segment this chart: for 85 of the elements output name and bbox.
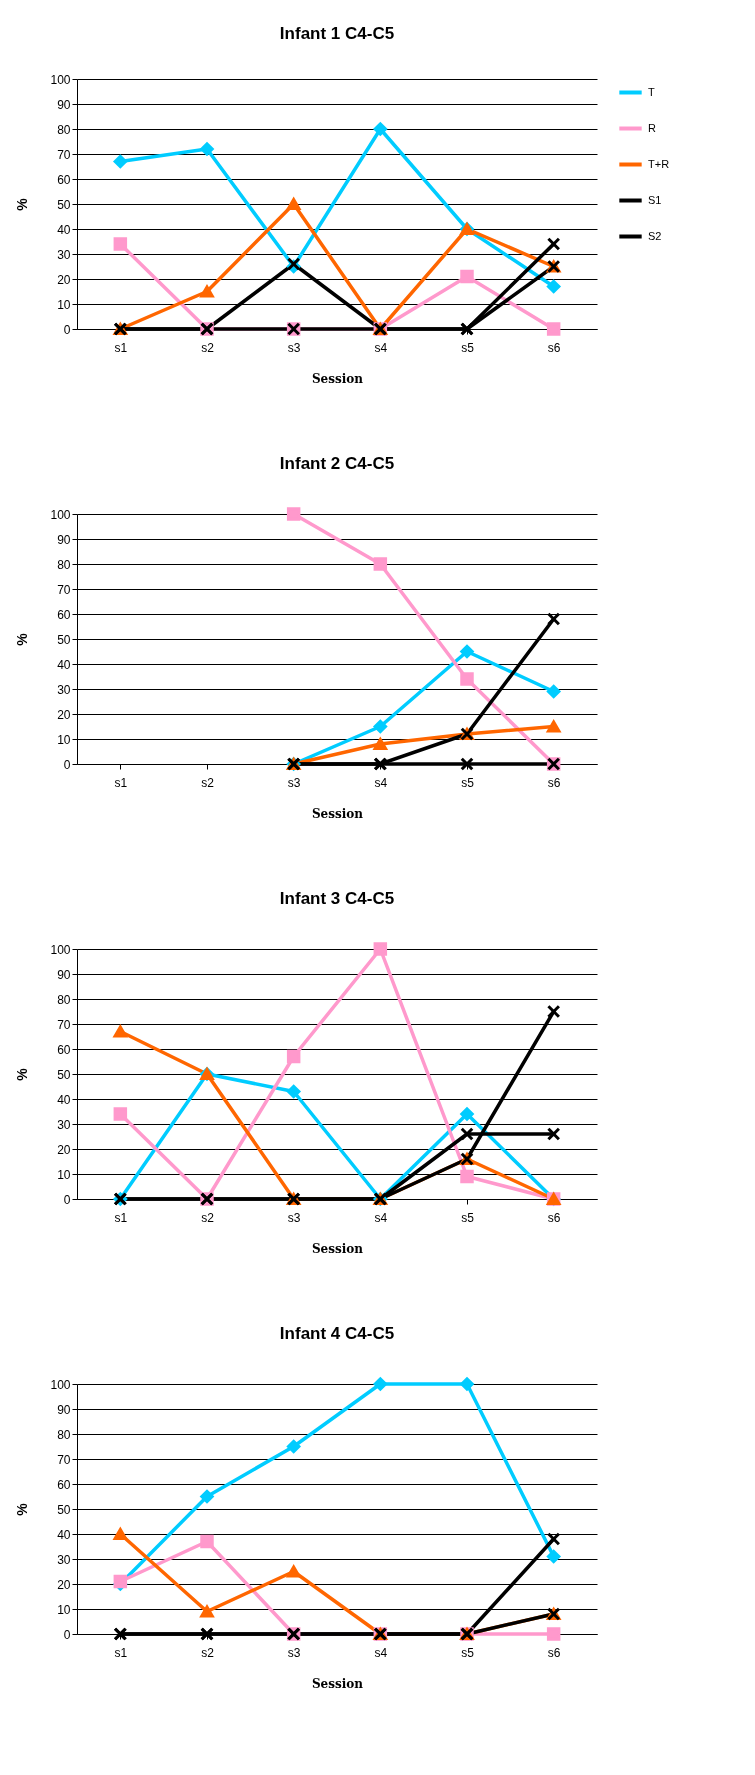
y-tick-label: 50 (57, 197, 71, 212)
y-tick-label: 60 (57, 1477, 71, 1492)
y-tick-label: 70 (57, 147, 71, 162)
y-tick-label: 20 (57, 1142, 71, 1157)
y-tick-label: 40 (57, 222, 71, 237)
y-tick-label: 90 (57, 967, 71, 982)
legend-label: T+R (648, 157, 670, 170)
x-tick-label: s4 (374, 1210, 388, 1225)
x-tick-label: s5 (461, 1645, 475, 1660)
x-tick-label: s2 (201, 340, 215, 355)
x-tick-label: s3 (287, 340, 301, 355)
x-axis-title: Session (311, 371, 364, 386)
x-tick-label: s1 (114, 340, 128, 355)
chart-title: Infant 1 C4-C5 (279, 24, 395, 43)
x-tick-label: s1 (114, 775, 128, 790)
legend-label: S1 (648, 193, 662, 206)
y-tick-label: 0 (63, 1627, 71, 1642)
y-tick-label: 100 (50, 507, 71, 522)
y-axis-title: % (14, 197, 31, 211)
x-tick-label: s3 (287, 1645, 301, 1660)
y-tick-label: 60 (57, 172, 71, 187)
y-tick-label: 10 (57, 732, 71, 747)
y-tick-label: 70 (57, 1017, 71, 1032)
x-tick-label: s6 (547, 340, 561, 355)
legend-label: S2 (648, 229, 662, 242)
y-tick-label: 0 (63, 1192, 71, 1207)
x-tick-label: s5 (461, 1210, 475, 1225)
x-tick-label: s6 (547, 775, 561, 790)
y-tick-label: 60 (57, 1042, 71, 1057)
x-tick-label: s4 (374, 1645, 388, 1660)
x-tick-label: s1 (114, 1645, 128, 1660)
y-tick-label: 30 (57, 1552, 71, 1567)
y-tick-label: 80 (57, 1427, 71, 1442)
y-tick-label: 30 (57, 682, 71, 697)
y-tick-label: 0 (63, 757, 71, 772)
y-tick-label: 30 (57, 1117, 71, 1132)
chart-title: Infant 2 C4-C5 (279, 453, 395, 473)
y-tick-label: 50 (57, 632, 71, 647)
y-axis-title: % (14, 1067, 31, 1081)
y-tick-label: 10 (57, 297, 71, 312)
x-tick-label: s5 (461, 340, 475, 355)
x-tick-label: s2 (201, 1645, 215, 1660)
y-tick-label: 50 (57, 1502, 71, 1517)
y-tick-label: 100 (50, 72, 71, 87)
x-tick-label: s6 (547, 1645, 561, 1660)
x-tick-label: s2 (201, 1210, 215, 1225)
y-tick-label: 80 (57, 992, 71, 1007)
y-tick-label: 60 (57, 607, 71, 622)
y-axis-title: % (14, 1502, 31, 1516)
y-tick-label: 40 (57, 1092, 71, 1107)
y-tick-label: 50 (57, 1067, 71, 1082)
y-tick-label: 80 (57, 557, 71, 572)
y-tick-label: 30 (57, 247, 71, 262)
chart-title: Infant 3 C4-C5 (279, 888, 395, 908)
x-tick-label: s4 (374, 340, 388, 355)
x-axis-title: Session (311, 806, 364, 821)
y-tick-label: 70 (57, 582, 71, 597)
y-axis-title: % (14, 632, 31, 646)
legend-label: T (648, 85, 655, 98)
x-tick-label: s1 (114, 1210, 128, 1225)
x-tick-label: s3 (287, 1210, 301, 1225)
y-tick-label: 0 (63, 322, 71, 337)
y-tick-label: 40 (57, 657, 71, 672)
x-tick-label: s2 (201, 775, 215, 790)
x-axis-title: Session (311, 1676, 364, 1691)
y-tick-label: 90 (57, 532, 71, 547)
y-tick-label: 20 (57, 272, 71, 287)
x-tick-label: s6 (547, 1210, 561, 1225)
y-tick-label: 20 (57, 707, 71, 722)
x-tick-label: s3 (287, 775, 301, 790)
y-tick-label: 70 (57, 1452, 71, 1467)
y-tick-label: 10 (57, 1167, 71, 1182)
y-tick-label: 10 (57, 1602, 71, 1617)
y-tick-label: 40 (57, 1527, 71, 1542)
y-tick-label: 20 (57, 1577, 71, 1592)
y-tick-label: 90 (57, 97, 71, 112)
legend-label: R (648, 121, 656, 134)
y-tick-label: 100 (50, 1377, 71, 1392)
y-tick-label: 100 (50, 942, 71, 957)
y-tick-label: 80 (57, 122, 71, 137)
chart-title: Infant 4 C4-C5 (279, 1323, 395, 1343)
x-axis-title: Session (311, 1241, 364, 1256)
x-tick-label: s4 (374, 775, 388, 790)
x-tick-label: s5 (461, 775, 475, 790)
y-tick-label: 90 (57, 1402, 71, 1417)
